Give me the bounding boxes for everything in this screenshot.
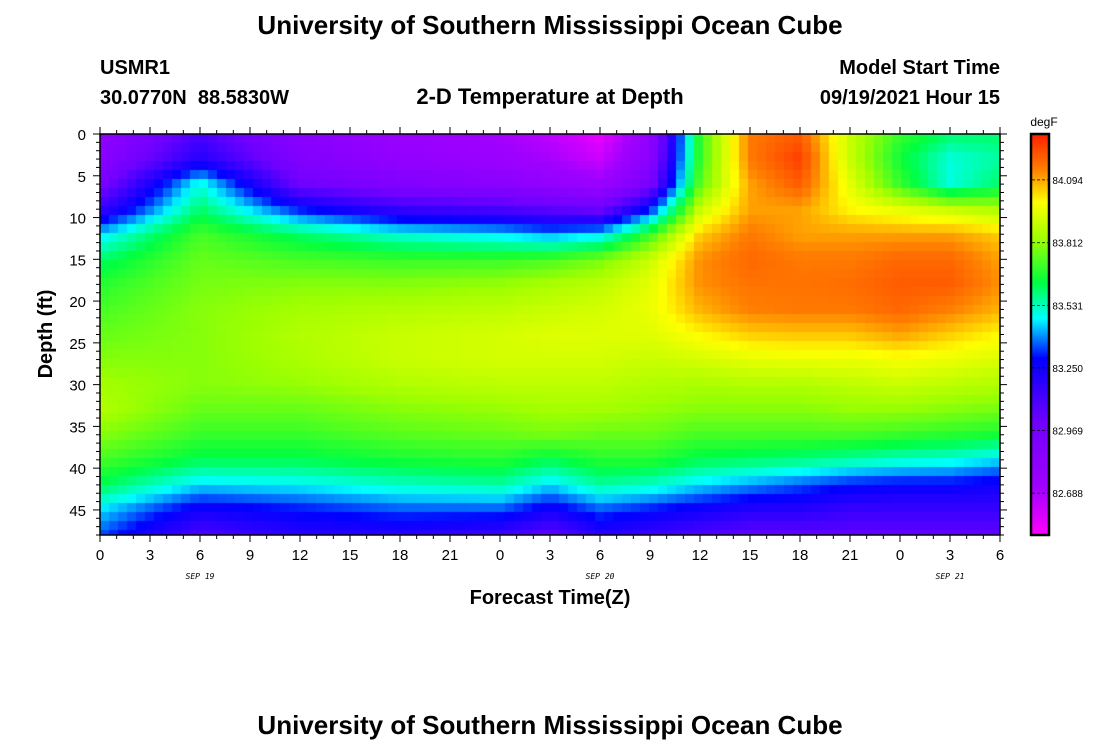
y-tick-label: 0 (78, 127, 86, 144)
colorbar-tick-label: 83.812 (1052, 239, 1083, 250)
colorbar-tick-label: 82.969 (1052, 427, 1083, 438)
y-tick-label: 35 (69, 419, 86, 436)
x-date-label: SEP 20 (586, 572, 615, 581)
model-start-value: 09/19/2021 Hour 15 (819, 87, 1000, 109)
colorbar (1029, 132, 1051, 537)
y-axis-label: Depth (ft) (35, 290, 57, 379)
axes-group: 0 3 6 9 12 15 18 21 0 3 6 9 12 15 18 21 0 3 6 SEP 19 SEP 20 S… (69, 127, 1007, 581)
x-tick-label: 0 (496, 547, 504, 564)
x-tick-label: 12 (292, 547, 309, 564)
colorbar-tick-label: 83.250 (1052, 364, 1083, 375)
colorbar-unit: degF (1030, 115, 1057, 129)
x-tick-label: 3 (946, 547, 954, 564)
page-title: University of Southern Mississippi Ocean… (257, 10, 843, 40)
x-tick-label: 18 (792, 547, 809, 564)
x-tick-label: 3 (146, 547, 154, 564)
colorbar-tick-label: 82.688 (1052, 489, 1083, 500)
y-tick-label: 30 (69, 378, 86, 395)
heatmap-raster (100, 134, 1000, 535)
x-axis-label: Forecast Time(Z) (470, 587, 631, 609)
x-tick-label: 18 (392, 547, 409, 564)
x-tick-label: 0 (896, 547, 904, 564)
x-tick-label: 15 (342, 547, 359, 564)
y-tick-label: 15 (69, 252, 86, 269)
colorbar-tick-label: 83.531 (1052, 301, 1083, 312)
plot-title: 2-D Temperature at Depth (416, 84, 684, 109)
y-tick-label: 20 (69, 294, 86, 311)
model-start-label: Model Start Time (839, 57, 1000, 79)
y-tick-label: 45 (69, 503, 86, 520)
x-tick-label: 9 (246, 547, 254, 564)
station-coordinates: 30.0770N 88.5830W (100, 87, 290, 109)
x-tick-label: 12 (692, 547, 709, 564)
x-tick-label: 3 (546, 547, 554, 564)
x-tick-label: 9 (646, 547, 654, 564)
y-tick-label: 25 (69, 336, 86, 353)
station-id: USMR1 (100, 57, 171, 79)
x-tick-label: 6 (996, 547, 1004, 564)
x-tick-label: 15 (742, 547, 759, 564)
x-tick-label: 6 (596, 547, 604, 564)
footer-title: University of Southern Mississippi Ocean… (257, 710, 843, 740)
y-tick-label: 10 (69, 211, 86, 228)
x-tick-label: 21 (842, 547, 859, 564)
colorbar-ticks: 84.094 83.812 83.531 83.250 82.969 82.688 (1032, 176, 1083, 500)
x-date-label: SEP 21 (936, 572, 965, 581)
y-tick-label: 40 (69, 461, 86, 478)
x-tick-label: 6 (196, 547, 204, 564)
x-tick-label: 0 (96, 547, 104, 564)
y-tick-label: 5 (78, 169, 86, 186)
x-date-label: SEP 19 (186, 572, 215, 581)
colorbar-tick-label: 84.094 (1052, 176, 1083, 187)
heatmap-canvas (100, 134, 1000, 535)
x-tick-label: 21 (442, 547, 459, 564)
